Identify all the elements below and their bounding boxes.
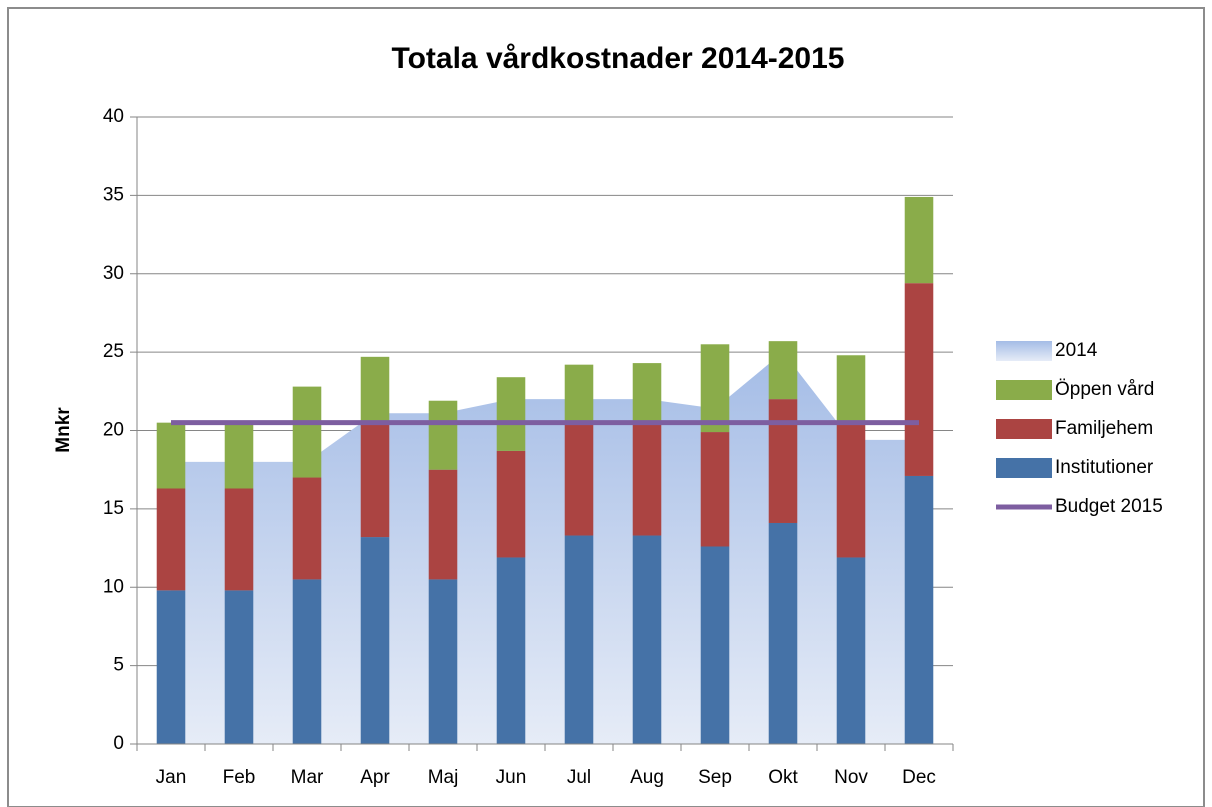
bar-segment xyxy=(360,421,390,538)
bar-segment xyxy=(700,432,730,547)
bar-segment xyxy=(564,364,594,425)
x-tick-label: Jun xyxy=(496,767,527,788)
bar-segment xyxy=(700,546,730,744)
bar-segment xyxy=(224,590,254,744)
legend-label: Budget 2015 xyxy=(1055,496,1163,517)
y-axis-label: Mnkr xyxy=(53,407,74,453)
legend-swatch xyxy=(996,380,1052,400)
bar-segment xyxy=(632,535,662,744)
y-tick-label: 20 xyxy=(103,420,124,441)
bar-segment xyxy=(700,344,730,433)
area xyxy=(171,352,919,744)
bar-segment xyxy=(292,386,322,478)
bar-segment xyxy=(428,579,458,744)
bar-segment xyxy=(428,469,458,580)
x-tick-label: Aug xyxy=(630,767,664,788)
legend-swatch xyxy=(996,419,1052,439)
bar-segment xyxy=(836,355,866,422)
y-tick-label: 15 xyxy=(103,498,124,519)
bar-segment xyxy=(904,283,934,476)
chart-title: Totala vårdkostnader 2014-2015 xyxy=(391,42,844,75)
bar-segment xyxy=(632,424,662,536)
y-tick-label: 10 xyxy=(103,576,124,597)
bar-segment xyxy=(156,422,186,489)
bar-segment xyxy=(768,341,798,400)
bar-segment xyxy=(564,424,594,536)
bar-segment xyxy=(768,399,798,523)
x-tick-label: Sep xyxy=(698,767,732,788)
y-tick-label: 0 xyxy=(113,733,124,754)
legend-label: Institutioner xyxy=(1055,457,1154,478)
x-tick-label: Okt xyxy=(768,767,798,788)
legend-label: Öppen vård xyxy=(1055,379,1154,400)
bar-segment xyxy=(904,475,934,744)
bar-segment xyxy=(360,537,390,744)
y-tick-label: 40 xyxy=(103,106,124,127)
y-tick-label: 25 xyxy=(103,341,124,362)
bar-segment xyxy=(768,522,798,744)
bar-segment xyxy=(564,535,594,744)
legend-label: Familjehem xyxy=(1055,418,1153,439)
bar-segment xyxy=(360,356,390,422)
x-tick-label: Jan xyxy=(156,767,187,788)
x-tick-label: Maj xyxy=(428,767,459,788)
y-tick-label: 30 xyxy=(103,263,124,284)
bar-segment xyxy=(292,477,322,580)
bar-segment xyxy=(496,557,526,744)
bar-segment xyxy=(428,400,458,470)
x-tick-label: Mar xyxy=(291,767,324,788)
x-tick-label: Nov xyxy=(834,767,868,788)
x-tick-label: Feb xyxy=(223,767,256,788)
x-tick-label: Jul xyxy=(567,767,591,788)
bar-segment xyxy=(836,557,866,744)
y-tick-label: 35 xyxy=(103,184,124,205)
bar-segment xyxy=(224,488,254,591)
x-tick-label: Apr xyxy=(360,767,390,788)
bar-segment xyxy=(156,590,186,744)
legend-label: 2014 xyxy=(1055,340,1098,361)
bar-segment xyxy=(904,196,934,284)
legend-swatch xyxy=(996,341,1052,361)
bar-segment xyxy=(632,363,662,425)
legend-swatch xyxy=(996,458,1052,478)
bar-segment xyxy=(224,422,254,489)
bar-segment xyxy=(496,450,526,558)
bar-segment xyxy=(292,579,322,744)
bar-segment xyxy=(496,377,526,451)
y-tick-label: 5 xyxy=(113,655,124,676)
bar-segment xyxy=(156,488,186,591)
x-tick-label: Dec xyxy=(902,767,936,788)
bar-segment xyxy=(836,421,866,558)
